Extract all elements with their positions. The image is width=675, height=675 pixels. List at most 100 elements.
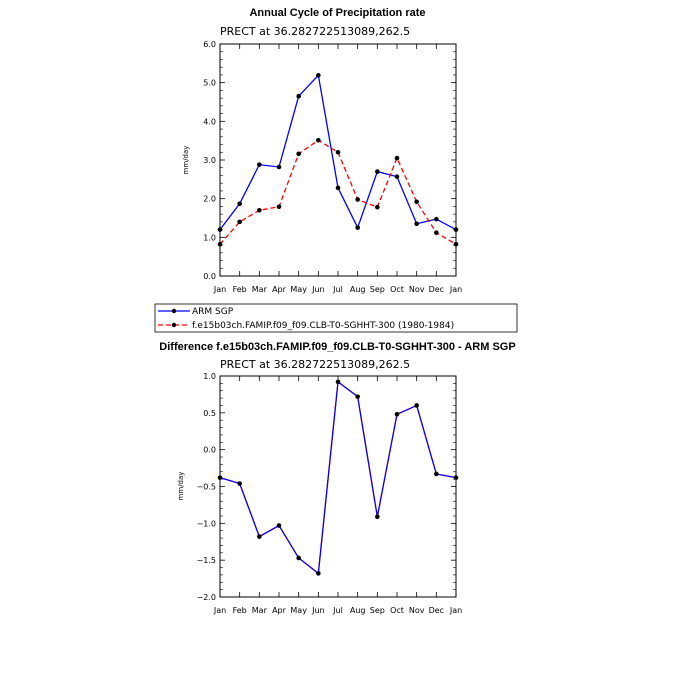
x-tick-label: Dec [429, 285, 444, 294]
chart2-ylabel: mm/day [177, 472, 185, 501]
legend: ARM SGP f.e15b03ch.FAMIP.f09_f09.CLB-T0-… [154, 303, 518, 333]
chart2-subtitle: PRECT at 36.282722513089,262.5 [220, 358, 410, 371]
y-tick-label: 5.0 [203, 79, 216, 88]
x-tick-label: Oct [390, 285, 404, 294]
chart1-ylabel: mm/day [182, 146, 190, 175]
y-tick-label: 4.0 [203, 117, 216, 126]
y-tick-label: 3.0 [203, 156, 216, 165]
y-tick-label: 6.0 [203, 40, 216, 49]
x-tick-label: Dec [429, 606, 444, 615]
y-tick-label: 1.0 [203, 233, 216, 242]
x-tick-label: Aug [350, 606, 366, 615]
data-point [296, 151, 301, 157]
data-point [217, 241, 223, 247]
y-tick-label: −1.0 [197, 519, 216, 528]
data-point [217, 227, 223, 232]
data-point [316, 571, 321, 576]
x-tick-label: Apr [272, 606, 287, 615]
chart1-frame [219, 43, 457, 277]
x-tick-label: Apr [272, 285, 287, 294]
data-point [316, 73, 321, 78]
legend-box [154, 303, 518, 333]
y-tick-label: −1.5 [197, 556, 216, 565]
data-point [296, 555, 301, 561]
data-point [276, 164, 282, 170]
x-tick-label: Jun [311, 606, 325, 615]
data-point [375, 169, 380, 174]
series-line-overlay [219, 380, 457, 575]
y-tick-label: 0.0 [203, 272, 216, 281]
legend-label-arm: ARM SGP [192, 307, 234, 317]
y-tick-label: −0.5 [197, 483, 216, 492]
y-tick-label: 0.0 [203, 446, 216, 455]
data-point [335, 379, 341, 385]
legend-label-model: f.e15b03ch.FAMIP.f09_f09.CLB-T0-SGHHT-30… [192, 321, 454, 331]
series-line-top [219, 380, 457, 575]
data-point [414, 199, 419, 205]
chart1-plot: 0.0 1.0 2.0 3.0 4.0 5.0 6.0 Jan Feb Mar Apr May Jun J… [203, 40, 462, 294]
data-point [375, 514, 380, 520]
data-point [355, 394, 360, 399]
data-point [414, 403, 419, 408]
y-tick-label: 2.0 [203, 195, 216, 204]
x-tick-label: Jul [332, 606, 343, 615]
data-point [394, 412, 400, 417]
data-point [394, 174, 400, 179]
x-tick-label: May [290, 606, 307, 615]
data-point [257, 534, 262, 539]
data-point [257, 207, 262, 213]
data-point [276, 204, 282, 210]
chart2-frame [219, 375, 457, 598]
x-tick-label: Sep [370, 285, 385, 294]
y-tick-label: 1.0 [203, 372, 216, 381]
y-tick-label: −2.0 [197, 593, 216, 602]
data-point [217, 475, 223, 480]
x-tick-label: Aug [350, 285, 366, 294]
x-tick-label: Sep [370, 606, 385, 615]
data-point [394, 155, 400, 161]
chart1-subtitle: PRECT at 36.282722513089,262.5 [220, 25, 410, 38]
data-point [453, 475, 459, 480]
data-point [316, 137, 321, 143]
x-tick-label: May [290, 285, 307, 294]
data-point [237, 219, 242, 225]
data-point [453, 241, 459, 247]
x-tick-label: Feb [233, 606, 247, 615]
data-point [237, 481, 242, 486]
x-tick-label: Nov [409, 606, 425, 615]
x-tick-label: Jan [449, 285, 462, 294]
data-point [453, 227, 459, 232]
chart2-plot: −2.0 −1.5 −1.0 −0.5 0.0 0.5 1.0 Jan Feb Mar Apr May… [197, 372, 463, 615]
series-line-1 [219, 380, 457, 575]
x-tick-label: Jul [332, 285, 343, 294]
x-tick-label: Jan [213, 606, 226, 615]
data-point [335, 185, 341, 191]
x-tick-label: Nov [409, 285, 425, 294]
legend-marker-arm [171, 308, 177, 314]
data-point [237, 201, 242, 206]
x-tick-label: Jan [213, 285, 226, 294]
data-point [257, 162, 262, 167]
data-point [434, 230, 439, 235]
x-tick-label: Feb [233, 285, 247, 294]
data-point [375, 204, 380, 210]
data-point [276, 523, 282, 528]
x-tick-label: Jan [449, 606, 462, 615]
x-tick-label: Mar [252, 285, 268, 294]
x-tick-label: Jun [311, 285, 325, 294]
y-tick-label: 0.5 [203, 409, 216, 418]
x-tick-label: Oct [390, 606, 404, 615]
series-line-2 [219, 139, 457, 245]
data-point [335, 149, 341, 155]
data-point [434, 216, 439, 222]
legend-marker-model [171, 322, 177, 328]
data-point [355, 225, 360, 230]
data-point [296, 93, 301, 99]
chart2-title: Difference f.e15b03ch.FAMIP.f09_f09.CLB-… [159, 341, 515, 353]
x-tick-label: Mar [252, 606, 268, 615]
chart1-title: Annual Cycle of Precipitation rate [249, 7, 425, 19]
data-point [434, 471, 439, 477]
data-point [414, 221, 419, 227]
data-point [355, 197, 360, 202]
